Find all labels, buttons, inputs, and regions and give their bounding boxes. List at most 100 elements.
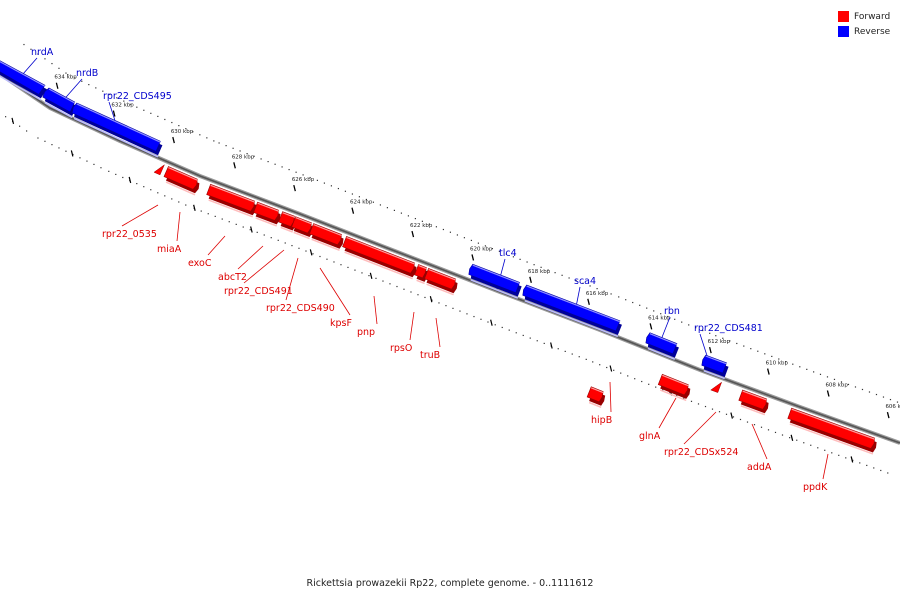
guide-dot (610, 293, 612, 295)
leader-rpr22-cds491 (243, 249, 285, 284)
guide-dot (873, 467, 875, 469)
guide-dot (669, 392, 671, 394)
gene-label-rpr22-cds495[interactable]: rpr22_CDS495 (103, 91, 172, 102)
guide-dot (695, 327, 697, 329)
gene-exoc[interactable] (206, 183, 257, 218)
gene-label-kpsf[interactable]: kpsF (330, 318, 352, 329)
gene-label-abct2[interactable]: abcT2 (218, 272, 247, 283)
gene-rpr22-cds490[interactable] (291, 216, 314, 240)
gene-ppdk[interactable] (787, 407, 877, 455)
guide-dot (477, 242, 480, 244)
gene-label-tlc4[interactable]: tlc4 (499, 248, 517, 259)
guide-dot (882, 396, 885, 398)
guide-dot (515, 332, 517, 334)
track-dash (70, 150, 74, 157)
gene-rpr22-0535[interactable] (153, 164, 165, 176)
gene-nrda[interactable] (0, 58, 47, 101)
gene-tlc4[interactable] (468, 263, 522, 299)
guide-dot (171, 198, 173, 200)
leader-rpr22-cds490 (285, 257, 299, 301)
gene-label-rpr22-cds491[interactable]: rpr22_CDS491 (224, 286, 293, 297)
guide-dot (242, 226, 244, 228)
gene-label-exoc[interactable]: exoC (188, 258, 212, 269)
guide-dot (887, 472, 889, 474)
guide-dot (561, 274, 563, 276)
ruler-label: 612 kbp (708, 339, 731, 345)
gene-label-rbn[interactable]: rbn (664, 306, 680, 317)
guide-dot (789, 437, 791, 439)
guide-dot (108, 170, 110, 172)
guide-dot (407, 215, 410, 217)
gene-miaa[interactable] (163, 166, 200, 196)
gene-label-rpr22-cds481[interactable]: rpr22_CDS481 (694, 323, 763, 334)
gene-rpr22-cds495[interactable] (71, 102, 163, 158)
guide-dot (533, 264, 535, 266)
gene-pnp[interactable] (342, 236, 417, 280)
leader-glna (658, 397, 677, 429)
track-dash (609, 365, 613, 372)
guide-dot (260, 158, 262, 160)
gene-glna[interactable] (657, 373, 691, 402)
guide-dot (102, 90, 104, 92)
gene-rpr22-cdsx524[interactable] (710, 381, 723, 393)
gene-label-glna[interactable]: glnA (639, 431, 661, 442)
guide-dot (136, 106, 138, 108)
gene-rbn[interactable] (645, 332, 679, 360)
guide-dot (781, 434, 784, 436)
guide-dot (796, 439, 798, 441)
guide-dot (466, 313, 468, 315)
gene-trub[interactable] (424, 268, 458, 296)
guide-dot (44, 140, 46, 142)
guide-dot (207, 213, 209, 215)
gene-rpr22-cds481[interactable] (701, 354, 729, 380)
ruler-label: 614 kbp (648, 315, 671, 321)
gene-label-adda[interactable]: addA (747, 462, 772, 473)
gene-label-nrdb[interactable]: nrdB (76, 68, 98, 79)
guide-dot (522, 334, 524, 337)
guide-dot (403, 288, 405, 290)
guide-dot (143, 186, 145, 188)
gene-label-miaa[interactable]: miaA (157, 244, 182, 255)
guide-dot (372, 201, 375, 203)
gene-label-sca4[interactable]: sca4 (574, 276, 596, 287)
gene-label-ppdk[interactable]: ppdK (803, 482, 828, 493)
gene-abct2[interactable] (253, 201, 281, 227)
guide-dot (239, 150, 241, 152)
guide-dot (253, 155, 255, 157)
gene-label-hipb[interactable]: hipB (591, 415, 612, 426)
gene-adda[interactable] (738, 389, 769, 416)
gene-nrdb[interactable] (42, 87, 77, 119)
guide-dot (667, 315, 669, 318)
ruler-label: 616 kbp (586, 291, 609, 297)
guide-dot (813, 371, 815, 373)
guide-dot (326, 258, 328, 260)
guide-dot (200, 210, 202, 212)
guide-dot (95, 87, 97, 89)
gene-label-rpr22-cds490[interactable]: rpr22_CDS490 (266, 303, 335, 314)
guide-dot (854, 386, 857, 388)
guide-dot (333, 261, 335, 263)
track-dash (850, 456, 854, 463)
guide-dot (136, 183, 138, 185)
guide-dot (639, 304, 641, 306)
gene-label-nrda[interactable]: nrdA (31, 47, 54, 58)
guide-dot (704, 405, 707, 408)
guide-dot (19, 125, 21, 127)
gene-label-pnp[interactable]: pnp (357, 327, 375, 338)
gene-label-rpso[interactable]: rpsO (390, 343, 412, 354)
gene-label-rpr22-0535[interactable]: rpr22_0535 (102, 229, 157, 240)
guide-dot (270, 237, 272, 239)
guide-dot (100, 167, 102, 169)
guide-dot (662, 389, 664, 391)
gene-label-trub[interactable]: truB (420, 350, 440, 361)
ruler-tick (587, 298, 590, 305)
gene-hipb[interactable] (586, 386, 606, 409)
guide-dot (697, 403, 700, 405)
gene-kpsf[interactable] (309, 223, 344, 251)
gene-label-rpr22-cdsx524[interactable]: rpr22_CDSx524 (664, 447, 738, 458)
guide-dot (164, 195, 166, 197)
guide-dot (620, 372, 622, 374)
gene-sca4[interactable] (522, 284, 622, 338)
